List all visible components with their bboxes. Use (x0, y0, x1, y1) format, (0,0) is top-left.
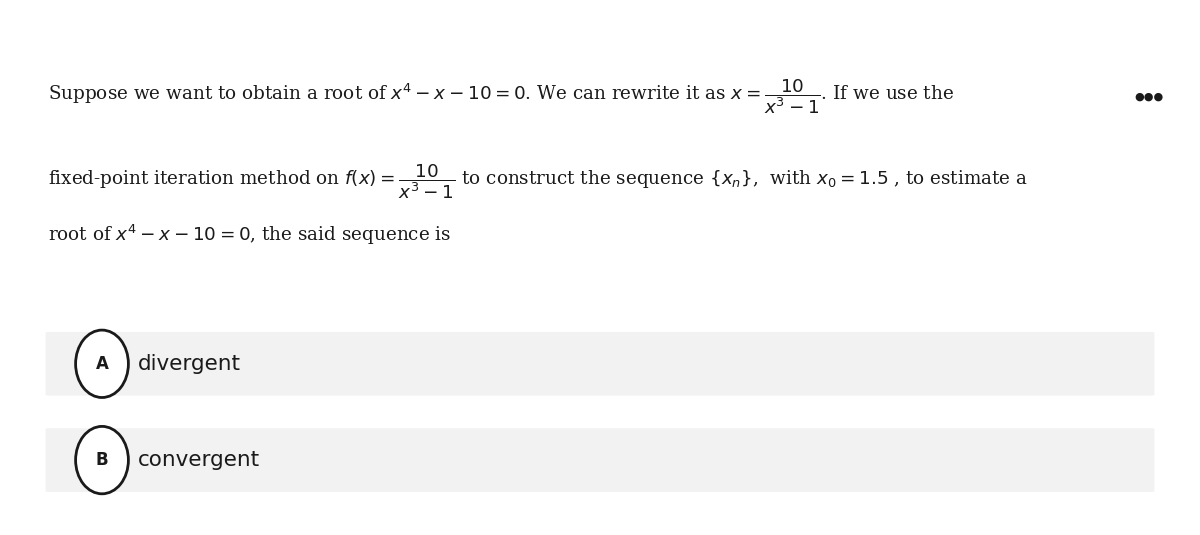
Text: A: A (96, 355, 108, 373)
Ellipse shape (76, 330, 128, 398)
Text: root of $x^4 - x - 10 = 0$, the said sequence is: root of $x^4 - x - 10 = 0$, the said seq… (48, 223, 451, 248)
Text: ●●●: ●●● (1134, 91, 1163, 101)
Text: convergent: convergent (138, 450, 260, 470)
FancyBboxPatch shape (46, 332, 1154, 396)
FancyBboxPatch shape (46, 428, 1154, 492)
Text: fixed-point iteration method on $f(x) = \dfrac{10}{x^3-1}$ to construct the sequ: fixed-point iteration method on $f(x) = … (48, 163, 1028, 201)
Text: Suppose we want to obtain a root of $x^4 - x - 10 = 0$. We can rewrite it as $x : Suppose we want to obtain a root of $x^4… (48, 77, 954, 116)
Text: B: B (96, 451, 108, 469)
Text: divergent: divergent (138, 354, 241, 374)
Ellipse shape (76, 426, 128, 494)
